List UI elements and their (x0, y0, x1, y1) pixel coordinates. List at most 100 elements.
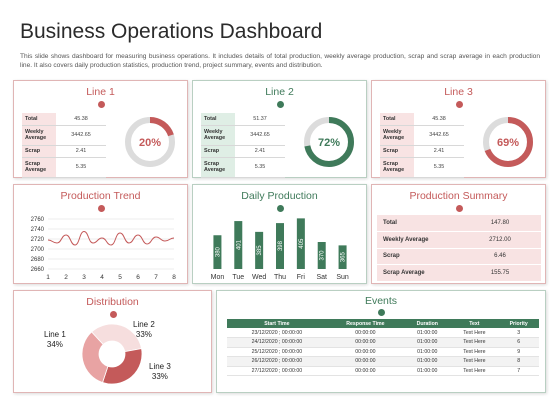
bar (255, 231, 264, 269)
row-value: 2.41 (56, 145, 106, 158)
line-1-panel: Line 1 Total 45.38 Weekly Average 3442.65 … (13, 80, 188, 178)
table-row: Weekly Average 2712.00 (377, 231, 541, 249)
row-value: 2.41 (414, 145, 464, 158)
distribution-title: Distribution (86, 296, 139, 308)
production-trend-dot (98, 205, 105, 212)
table-cell: 00:00:00 (326, 328, 405, 338)
x-tick-label: Wed (252, 274, 266, 281)
production-summary-panel: Production Summary Total 147.80 Weekly Av… (371, 184, 546, 284)
production-summary-table: Total 147.80 Weekly Average 2712.00 Scrap 6… (377, 215, 541, 282)
line-3-table: Total 45.38 Weekly Average 3442.65 Scrap 2.… (380, 113, 464, 178)
row-value: 147.80 (459, 215, 541, 232)
line-2-percent: 72% (318, 137, 340, 149)
row-key: Total (201, 113, 235, 126)
x-tick-label: 2 (64, 274, 68, 281)
bar-value-label: 385 (257, 245, 263, 256)
table-row: Scrap Average 5.35 (380, 157, 464, 178)
y-tick-label: 2720 (31, 237, 45, 243)
line-2-panel: Line 2 Total 51.37 Weekly Average 3442.65 … (192, 80, 367, 178)
row-key: Scrap (201, 145, 235, 158)
daily-production-title: Daily Production (241, 190, 318, 202)
table-cell: 01:00:00 (404, 366, 451, 376)
x-tick-label: Mon (211, 274, 225, 281)
bar (213, 235, 222, 269)
line-3-title: Line 3 (444, 86, 473, 98)
table-cell: 00:00:00 (326, 337, 405, 348)
bar (296, 218, 305, 269)
row-key: Scrap Average (201, 157, 235, 178)
pie-slice (102, 348, 143, 385)
line-2-title: Line 2 (265, 86, 294, 98)
table-row: Total 45.38 (380, 113, 464, 126)
y-tick-label: 2700 (31, 247, 45, 253)
bar-value-label: 401 (236, 239, 242, 250)
row-value: 45.38 (56, 113, 106, 126)
events-title: Events (364, 295, 398, 307)
table-cell: 25/12/2020 ; 00:00:00 (227, 347, 327, 357)
table-row: 26/12/2020 ; 00:00:00 00:00:00 01:00:00 Tex… (227, 356, 539, 367)
pie-label-name: Line 2 (133, 320, 155, 329)
row-value: 3442.65 (235, 125, 285, 146)
x-tick-label: 3 (82, 274, 86, 281)
y-tick-label: 2740 (31, 227, 45, 233)
table-cell: 01:00:00 (404, 347, 451, 357)
distribution-dot (110, 311, 117, 318)
row-value: 3442.65 (414, 125, 464, 146)
line-1-table: Total 45.38 Weekly Average 3442.65 Scrap 2.… (22, 113, 106, 178)
row-key: Scrap (377, 248, 459, 265)
table-cell: 00:00:00 (326, 366, 405, 376)
table-cell: 3 (498, 328, 539, 338)
row-key: Scrap Average (22, 157, 56, 178)
events-table: Start Time Response Time Duration Text Prior… (227, 319, 539, 376)
line-3-dot (456, 101, 463, 108)
row-key: Total (22, 113, 56, 126)
table-cell: 6 (498, 337, 539, 348)
row-value: 2.41 (235, 145, 285, 158)
ring-progress (483, 117, 533, 167)
row-value: 6.46 (459, 248, 541, 265)
table-cell: 01:00:00 (404, 356, 451, 367)
row-value: 155.75 (459, 264, 541, 282)
bar-value-label: 398 (278, 240, 284, 251)
table-cell: Text Here (450, 347, 499, 357)
line-1-ring: 20% (125, 117, 175, 167)
row-key: Weekly Average (380, 125, 414, 146)
row-key: Weekly Average (201, 125, 235, 146)
table-row: Weekly Average 3442.65 (380, 125, 464, 146)
table-cell: 01:00:00 (404, 337, 451, 348)
x-tick-label: Sun (336, 274, 349, 281)
production-trend-title: Production Trend (60, 190, 141, 202)
table-cell: 8 (498, 356, 539, 367)
table-cell: 01:00:00 (404, 328, 451, 338)
distribution-chart (81, 323, 143, 385)
row-value: 2712.00 (459, 231, 541, 249)
table-row: Scrap 2.41 (22, 145, 106, 158)
x-tick-label: Thu (274, 274, 286, 281)
events-panel: Events Start Time Response Time Duration Te… (216, 290, 546, 393)
row-value: 51.37 (235, 113, 285, 126)
x-tick-label: 4 (100, 274, 104, 281)
table-cell: 7 (498, 366, 539, 376)
line-1-percent: 20% (139, 137, 161, 149)
line-2-table: Total 51.37 Weekly Average 3442.65 Scrap 2.… (201, 113, 285, 178)
column-header: Priority (498, 319, 539, 328)
daily-production-panel: Daily Production 380 Mon 401 Tue 385 Wed 398 Th… (192, 184, 367, 284)
trend-line (47, 230, 175, 246)
pie-label-line-1: Line 1 34% (44, 330, 66, 349)
pie-slice (81, 331, 109, 383)
pie-label-name: Line 1 (44, 330, 66, 339)
row-value: 3442.65 (56, 125, 106, 146)
daily-production-dot (277, 205, 284, 212)
table-row: Scrap 6.46 (377, 248, 541, 265)
page-title: Business Operations Dashboard (20, 20, 323, 43)
table-row: 27/12/2020 ; 00:00:00 00:00:00 01:00:00 Tex… (227, 366, 539, 376)
table-row: Scrap 2.41 (380, 145, 464, 158)
table-row: Scrap 2.41 (201, 145, 285, 158)
pie-label-value: 34% (46, 339, 63, 349)
y-tick-label: 2760 (31, 217, 45, 223)
bar-value-label: 365 (341, 252, 347, 263)
row-value: 5.35 (56, 157, 106, 178)
line-3-percent: 69% (497, 137, 519, 149)
y-tick-label: 2680 (31, 257, 45, 263)
